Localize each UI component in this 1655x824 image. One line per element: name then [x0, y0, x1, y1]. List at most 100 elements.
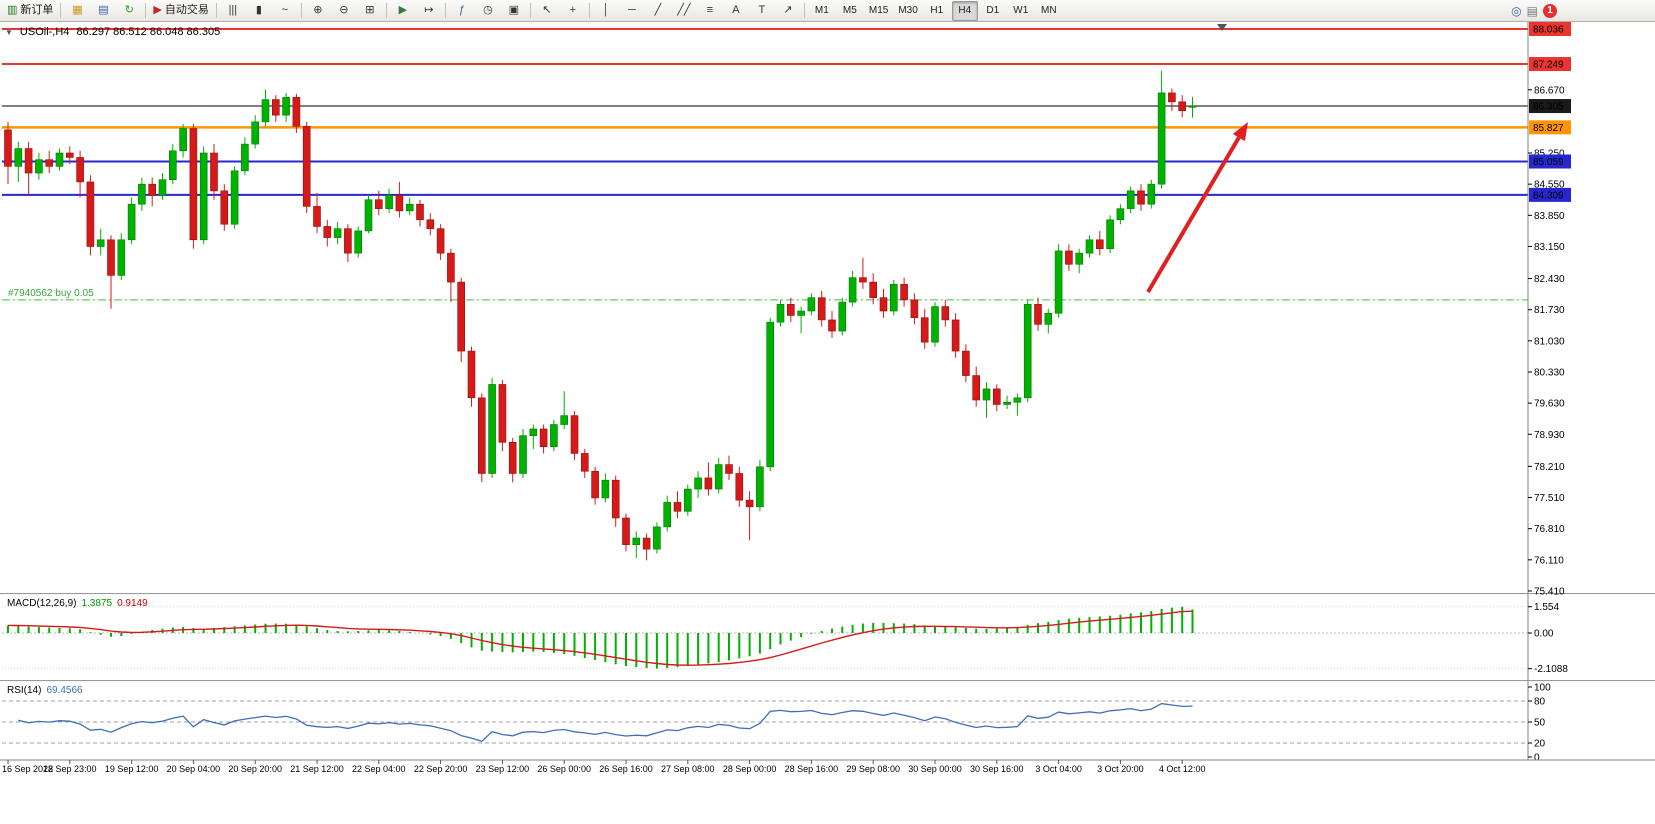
- trendline-button[interactable]: ╱: [646, 1, 670, 21]
- time-tick-label: 27 Sep 08:00: [661, 764, 715, 774]
- candle-body: [282, 97, 290, 116]
- candle-body: [941, 306, 950, 321]
- arrows-button[interactable]: ↗: [776, 1, 800, 21]
- horizontal-line-icon: ─: [627, 4, 636, 16]
- line-chart-button[interactable]: ~: [273, 1, 297, 21]
- candle-body: [55, 152, 64, 167]
- candle-body: [653, 526, 661, 550]
- auto-scroll-button[interactable]: ▶: [391, 1, 415, 21]
- notifications-badge[interactable]: 1: [1543, 3, 1557, 18]
- alert-icon[interactable]: ▤: [1526, 3, 1538, 18]
- timeframe-m5-button[interactable]: M5: [842, 4, 857, 16]
- vertical-line-icon: │: [602, 4, 610, 16]
- zoom-out-icon: ⊖: [339, 4, 349, 16]
- candle-body: [766, 321, 775, 468]
- market-watch-button[interactable]: ▤: [91, 1, 115, 21]
- new-order-button-label: 新订单: [20, 4, 54, 16]
- candlestick-chart-button[interactable]: ▮: [247, 1, 271, 21]
- candle-body: [570, 415, 579, 454]
- annotation-arrow-head: [1232, 122, 1248, 142]
- autotrading-icon: ▶: [153, 4, 162, 16]
- candle-body: [1023, 304, 1032, 399]
- one-click-trading-arrow[interactable]: ▼: [5, 27, 13, 37]
- candle-body: [529, 428, 538, 436]
- candle-body: [900, 284, 908, 301]
- candle-body: [323, 226, 332, 238]
- tile-windows-button[interactable]: ⊞: [358, 1, 382, 21]
- chart-canvas[interactable]: 86.670 85.250 84.550 83.850 83.150 82.430 81.7…: [0, 22, 1655, 824]
- timeframe-mn-button[interactable]: MN: [1041, 4, 1057, 16]
- channel-button[interactable]: ╱╱: [672, 1, 696, 21]
- panel-divider[interactable]: [0, 593, 1655, 595]
- candle-body: [127, 203, 136, 241]
- price-tick-label: 80.330: [1534, 367, 1565, 378]
- cursor-button[interactable]: ↖: [535, 1, 559, 21]
- timeframe-m30-button[interactable]: M30: [898, 4, 918, 16]
- auto-scroll-icon: ▶: [398, 4, 408, 16]
- indicators-button[interactable]: ƒ: [450, 1, 474, 21]
- new-order-icon: ▥: [7, 4, 18, 16]
- candle-body: [261, 99, 270, 123]
- timeframe-m1-button[interactable]: M1: [814, 4, 829, 16]
- price-tick-label: 81.730: [1534, 305, 1565, 316]
- timeframe-h4-button[interactable]: H4: [951, 0, 978, 21]
- annotation-arrow[interactable]: [1146, 136, 1241, 294]
- chart-shift-marker[interactable]: [1217, 24, 1227, 31]
- price-tag-label: 88.036: [1533, 25, 1564, 36]
- candle-body: [14, 148, 23, 167]
- refresh-button[interactable]: ↻: [117, 1, 141, 21]
- candle-body: [951, 319, 960, 352]
- chart-symbol-period: USOil-,H4: [19, 26, 70, 38]
- text-button[interactable]: A: [724, 1, 748, 21]
- vertical-line-button[interactable]: │: [594, 1, 618, 21]
- label-button[interactable]: T: [750, 1, 774, 21]
- candle-body: [158, 179, 167, 196]
- candle-body: [550, 424, 558, 448]
- horizontal-line-button[interactable]: ─: [620, 1, 644, 21]
- candle-body: [1096, 239, 1104, 250]
- timeframe-m15-button[interactable]: M15: [868, 4, 889, 16]
- rsi-name: RSI(14): [7, 685, 42, 696]
- candle-body: [1168, 92, 1176, 103]
- panel-divider-highlight: [0, 681, 1655, 683]
- timeframe-w1-button[interactable]: W1: [1013, 4, 1029, 16]
- candle-body: [817, 297, 826, 321]
- time-tick-label: 29 Sep 08:00: [846, 764, 900, 774]
- rsi-scale-label: 0: [1534, 753, 1540, 764]
- periods-button[interactable]: ◷: [476, 1, 500, 21]
- zoom-in-button[interactable]: ⊕: [306, 1, 330, 21]
- time-tick-label: 3 Oct 04:00: [1035, 764, 1082, 774]
- time-tick-label: 22 Sep 20:00: [414, 764, 468, 774]
- candle-body: [1116, 208, 1125, 221]
- candle-body: [591, 470, 599, 499]
- candle-body: [1147, 183, 1156, 205]
- candle-body: [694, 477, 702, 490]
- candle-body: [807, 297, 816, 312]
- order-label: #7940562 buy 0.05: [8, 288, 94, 299]
- timeframe-h1-button[interactable]: H1: [930, 4, 944, 16]
- candle-body: [776, 304, 785, 323]
- price-tag: [1529, 187, 1571, 202]
- bar-chart-icon: |||: [228, 4, 238, 16]
- candle-body: [714, 464, 723, 490]
- candle-body: [447, 252, 455, 283]
- zoom-out-button[interactable]: ⊖: [332, 1, 356, 21]
- autotrading-button[interactable]: ▶ 自动交易: [150, 1, 211, 21]
- chart-shift-button[interactable]: ↦: [417, 1, 441, 21]
- candle-body: [354, 230, 363, 254]
- candle-body: [879, 297, 888, 312]
- candle-body: [889, 284, 898, 312]
- fibonacci-button[interactable]: ≡: [698, 1, 722, 21]
- crosshair-button[interactable]: +: [561, 1, 585, 21]
- timeframe-d1-button[interactable]: D1: [986, 4, 1000, 16]
- chart-window: 86.670 85.250 84.550 83.850 83.150 82.430 81.7…: [0, 22, 1655, 824]
- panel-divider[interactable]: [0, 680, 1655, 682]
- bar-chart-button[interactable]: |||: [221, 1, 245, 21]
- new-order-button[interactable]: ▥ 新订单: [4, 1, 56, 21]
- candle-body: [220, 190, 229, 225]
- templates-button[interactable]: ▣: [502, 1, 526, 21]
- layouts-button[interactable]: ▦: [65, 1, 89, 21]
- candle-body: [24, 148, 33, 174]
- search-icon[interactable]: ◎: [1511, 3, 1522, 18]
- candle-body: [292, 97, 301, 127]
